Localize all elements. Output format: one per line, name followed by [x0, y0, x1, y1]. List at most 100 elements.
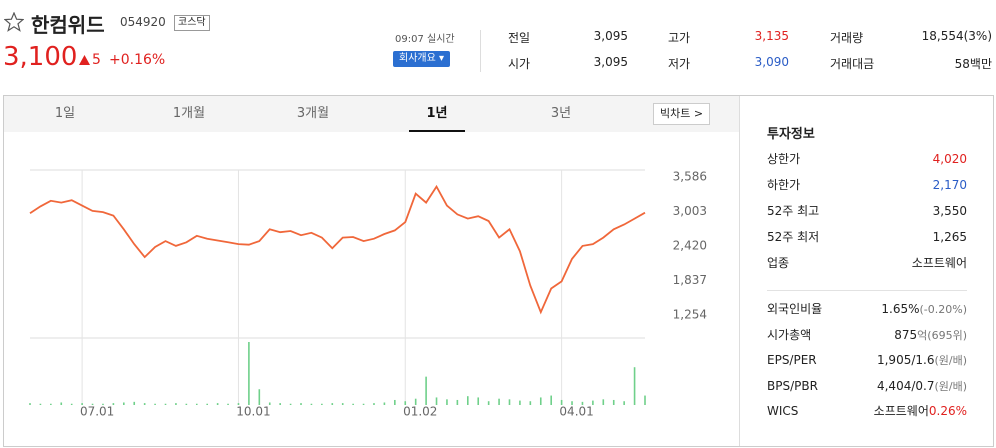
big-chart-button[interactable]: 빅차트 > — [653, 103, 711, 125]
volume-bar — [185, 403, 188, 405]
invest-value: 소프트웨어 — [911, 256, 967, 270]
change-rate: +0.16% — [109, 52, 166, 68]
tab[interactable]: 3개월 — [296, 106, 330, 121]
invest-number: 4,404/0.7 — [876, 378, 935, 393]
quote-value: 58백만 — [954, 57, 992, 71]
volume-bar — [143, 403, 146, 405]
volume-bar — [404, 401, 407, 405]
volume-bar — [289, 403, 292, 405]
x-tick-label: 10.01 — [236, 405, 270, 419]
up-arrow — [79, 55, 90, 65]
invest-label: BPS/PBR — [767, 378, 818, 393]
volume-bar — [164, 403, 167, 405]
volume-bar — [446, 399, 448, 405]
invest-row: 상한가 4,020 — [767, 149, 967, 169]
invest-label: WICS — [767, 404, 799, 418]
invest-label: 52주 최고 — [767, 204, 820, 218]
tab[interactable]: 1년 — [426, 106, 448, 121]
volume-bar — [102, 403, 104, 405]
quote-label: 거래대금 — [830, 57, 875, 71]
volume-bar — [362, 403, 365, 405]
volume-bar — [466, 396, 469, 405]
big-chart-label: 빅차트 — [660, 107, 691, 120]
company-button-label: 회사개요 — [399, 53, 436, 64]
price: 3,100 — [3, 42, 78, 72]
volume-bar — [321, 403, 323, 405]
volume-bar — [70, 403, 73, 405]
volume-bar — [394, 399, 396, 405]
volume-bar — [633, 367, 636, 405]
invest-number: 소프트웨어 — [873, 404, 929, 418]
quote-label: 시가 — [508, 57, 531, 71]
stock-name: 한컴위드 — [31, 13, 105, 37]
invest-value: 4,404/0.7(원/배) — [877, 376, 967, 397]
price-line — [29, 184, 646, 315]
invest-value: 4,020 — [932, 152, 967, 166]
invest-row: 시가총액 875억(695위) — [767, 325, 967, 345]
volume-bar — [133, 401, 136, 405]
volume-bar — [373, 403, 375, 405]
favorite-star[interactable] — [4, 12, 24, 32]
volume-bar — [341, 403, 344, 405]
volume-bar — [50, 403, 52, 405]
volume-bar — [112, 403, 115, 405]
tab-bar — [4, 96, 739, 132]
invest-number: 875 — [894, 327, 918, 342]
volume-bar — [352, 403, 354, 405]
invest-row: 52주 최고 3,550 — [767, 201, 967, 221]
invest-row: 업종 소프트웨어 — [767, 253, 967, 273]
volume-bar — [300, 403, 302, 405]
volume-bar — [623, 401, 625, 405]
volume-bar — [414, 398, 417, 405]
invest-label: 시가총액 — [767, 327, 812, 342]
invest-value: 875억(695위) — [894, 325, 967, 346]
volume-bar — [248, 342, 250, 405]
invest-row: 52주 최저 1,265 — [767, 227, 967, 247]
invest-label: 상한가 — [767, 152, 801, 166]
tab[interactable]: 1일 — [54, 106, 76, 121]
market-badge: 코스닥 — [174, 15, 210, 31]
invest-value: 2,170 — [932, 178, 967, 192]
volume-bar — [331, 403, 334, 405]
volume-bar — [498, 398, 500, 405]
invest-value: 1.65%(-0.20%) — [881, 299, 967, 320]
invest-row: EPS/PER 1,905/1.6(원/배) — [767, 350, 967, 370]
quote-value: 3,135 — [754, 29, 789, 43]
divider — [480, 30, 481, 72]
stock-code: 054920 — [120, 15, 166, 29]
y-tick-label: 1,837 — [673, 273, 707, 287]
volume-bar — [508, 399, 511, 405]
quote-value: 3,090 — [754, 55, 789, 69]
invest-number: 1,905/1.6 — [876, 353, 935, 367]
invest-label: 외국인비율 — [767, 302, 823, 316]
y-tick-label: 1,254 — [673, 307, 707, 321]
tab[interactable]: 1개월 — [172, 106, 206, 121]
volume-bar — [237, 403, 240, 405]
y-tick-label: 2,420 — [673, 238, 707, 252]
time: 09:07 실시간 — [395, 34, 455, 45]
invest-note: (원/배) — [934, 379, 967, 393]
invest-note: (원/배) — [934, 354, 967, 367]
tab[interactable]: 3년 — [550, 106, 572, 121]
invest-note: (-0.20%) — [919, 303, 968, 316]
company-button[interactable]: 회사개요 ▾ — [393, 51, 451, 67]
volume-bar — [29, 403, 31, 405]
invest-note: 억(695위) — [917, 328, 967, 342]
volume-bar — [258, 389, 261, 405]
volume-bar — [612, 399, 615, 405]
invest-label: 하한가 — [767, 178, 801, 192]
volume-bar — [175, 403, 177, 405]
volume-bar — [195, 403, 198, 405]
volume-bar — [154, 403, 156, 405]
invest-row: 외국인비율 1.65%(-0.20%) — [767, 299, 967, 319]
volume-bar — [560, 399, 563, 405]
volume-bar — [268, 402, 271, 405]
volume-bar — [529, 401, 532, 405]
invest-row: WICS 소프트웨어0.26% — [767, 401, 967, 421]
quote-value: 18,554(3%) — [921, 29, 992, 43]
volume-bar — [644, 395, 646, 405]
x-tick-label: 01.02 — [403, 405, 437, 419]
volume-bar — [456, 399, 459, 405]
